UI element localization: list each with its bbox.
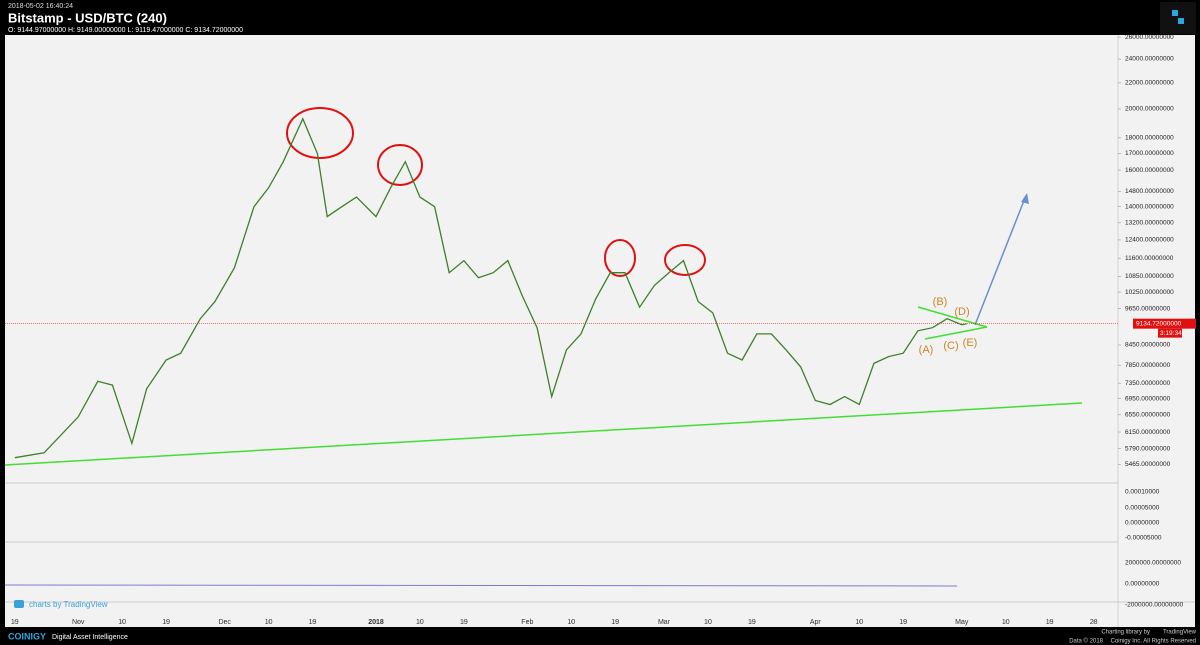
y-tick-label: 17000.00000000 (1125, 150, 1174, 157)
logo-mark (1178, 18, 1184, 24)
x-tick-label: 10 (567, 619, 575, 626)
y-tick-label: 16000.00000000 (1125, 167, 1174, 174)
circle (286, 107, 354, 159)
x-tick-label: 28 (1090, 619, 1098, 626)
flow-tick: 0.00000000 (1125, 581, 1160, 588)
indicator-tick: 0.00000000 (1125, 520, 1160, 527)
y-tick-label: 24000.00000000 (1125, 56, 1174, 63)
arrow-head (1021, 193, 1029, 204)
annotation: (C) (943, 340, 958, 352)
y-tick-label: 18000.00000000 (1125, 135, 1174, 142)
x-tick-label: 19 (1046, 619, 1054, 626)
countdown-tag (1158, 328, 1182, 338)
x-tick-label: 10 (855, 619, 863, 626)
circle (664, 244, 706, 276)
flow-tick: 2000000.00000000 (1125, 560, 1181, 567)
y-tick-label: 5790.00000000 (1125, 445, 1171, 452)
last-price-label: 9134.72000000 (1136, 320, 1182, 327)
y-tick-label: 10850.00000000 (1125, 273, 1174, 280)
x-tick-label: 19 (611, 619, 619, 626)
x-tick-label: Dec (218, 619, 231, 626)
y-tick-label: 8450.00000000 (1125, 342, 1171, 349)
x-tick-label: Nov (72, 619, 85, 626)
y-tick-label: 14000.00000000 (1125, 203, 1174, 210)
circle (604, 239, 636, 277)
last-price-tag (1133, 318, 1196, 329)
y-tick-label: 9650.00000000 (1125, 305, 1171, 312)
indicator-tick: -0.00005000 (1125, 535, 1162, 542)
countdown: 3:19:34 (1160, 330, 1182, 337)
x-tick-label: May (955, 619, 969, 626)
y-tick-label: 14800.00000000 (1125, 188, 1174, 195)
x-tick-label: 19 (162, 619, 170, 626)
x-tick-label: 2018 (368, 619, 384, 626)
indicator-tick: 0.00005000 (1125, 505, 1160, 512)
triangle-lower (924, 326, 988, 340)
y-tick-label: 12400.00000000 (1125, 237, 1174, 244)
x-tick-label: 19 (460, 619, 468, 626)
x-tick-label: 19 (748, 619, 756, 626)
y-tick-label: 22000.00000000 (1125, 80, 1174, 87)
y-tick-label: 6150.00000000 (1125, 429, 1171, 436)
ohlc: O: 9144.97000000 H: 9149.00000000 L: 911… (8, 27, 243, 34)
y-tick-label: 13200.00000000 (1125, 220, 1174, 227)
brand: COINIGY (8, 631, 46, 641)
circle (377, 144, 423, 186)
price-line (14, 117, 967, 459)
chart-title: Bitstamp - USD/BTC (240) (8, 10, 167, 25)
y-tick-label: 6550.00000000 (1125, 411, 1171, 418)
chart-area (5, 35, 1195, 627)
tagline: Digital Asset Intelligence (52, 634, 128, 641)
x-tick-label: 10 (1002, 619, 1010, 626)
annotation: (A) (919, 344, 934, 356)
data-credit: Data © 2018 (1069, 638, 1103, 645)
tv-icon (14, 600, 24, 608)
library-name: TradingView (1163, 630, 1197, 636)
x-tick-label: 19 (309, 619, 317, 626)
x-tick-label: Feb (521, 619, 533, 626)
flow-line (4, 584, 958, 587)
flow-tick: -2000000.00000000 (1125, 602, 1184, 609)
y-tick-label: 20000.00000000 (1125, 106, 1174, 113)
library: Charting library by (1101, 630, 1150, 636)
y-tick-label: 6950.00000000 (1125, 395, 1171, 402)
x-tick-label: Apr (810, 619, 822, 626)
x-tick-label: 19 (899, 619, 907, 626)
circle-annotations (286, 107, 706, 277)
annotation: (E) (963, 337, 978, 349)
x-tick-label: 10 (704, 619, 712, 626)
y-tick-label: 11600.00000000 (1125, 255, 1174, 262)
y-tick-label: 7850.00000000 (1125, 362, 1171, 369)
arrow (974, 197, 1026, 326)
y-tick-label: 7350.00000000 (1125, 380, 1171, 387)
y-tick-label: 10250.00000000 (1125, 289, 1174, 296)
x-tick-label: 10 (118, 619, 126, 626)
logo-mark (1172, 10, 1178, 16)
annotation: (D) (954, 306, 969, 318)
timestamp: 2018-05-02 16:40:24 (8, 3, 73, 10)
x-tick-label: 10 (265, 619, 273, 626)
x-tick-label: 10 (416, 619, 424, 626)
y-tick-label: 5465.00000000 (1125, 461, 1171, 468)
annotation: (B) (933, 296, 948, 308)
x-tick-label: 19 (11, 619, 19, 626)
watermark: charts by TradingView (29, 600, 108, 609)
indicator-tick: 0.00010000 (1125, 489, 1160, 496)
rights: Coinigy Inc. All Rights Reserved (1111, 639, 1196, 645)
x-tick-label: Mar (658, 619, 671, 626)
y-tick-label: 26000.00000000 (1125, 34, 1174, 41)
trend-line (4, 402, 1083, 466)
